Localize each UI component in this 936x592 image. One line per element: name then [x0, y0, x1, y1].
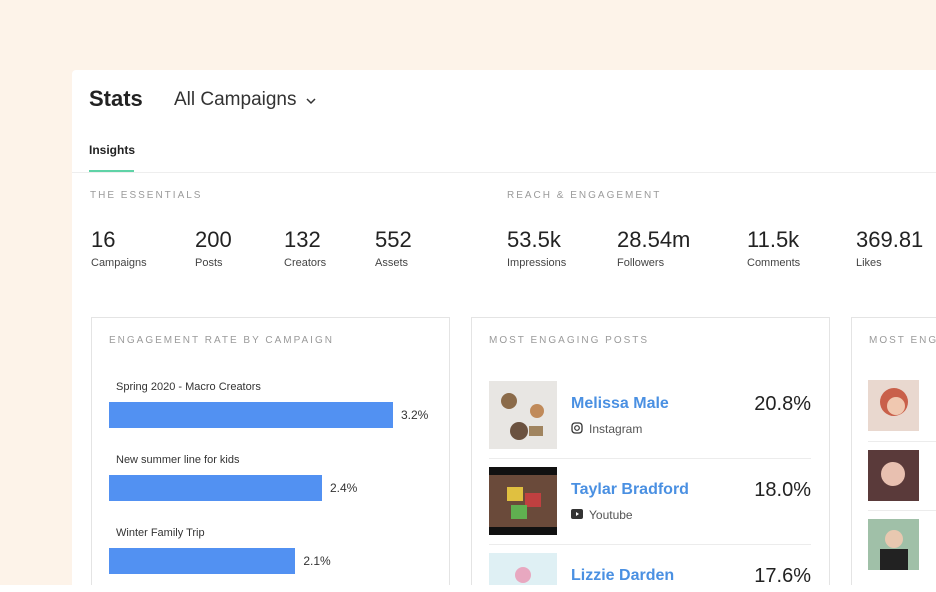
bar-label: Winter Family Trip: [116, 527, 205, 539]
platform: Instagram: [589, 422, 643, 436]
stat-label: Comments: [747, 257, 801, 269]
avatar: [868, 450, 919, 501]
bar-label: New summer line for kids: [116, 454, 240, 466]
campaign-filter[interactable]: All Campaigns: [174, 89, 297, 110]
post-thumbnail: [489, 467, 557, 535]
stat-label: Assets: [375, 257, 409, 269]
stat-value: 552: [375, 227, 412, 252]
bar: [109, 402, 393, 428]
divider: [868, 441, 936, 442]
stat-value: 132: [284, 227, 321, 252]
platform: Youtube: [589, 508, 633, 522]
bar-value-label: 2.1%: [303, 554, 331, 568]
stat-value: 28.54m: [617, 227, 691, 252]
chevron-icon[interactable]: [305, 96, 317, 106]
bottom-strip: [0, 585, 936, 592]
stat-label: Impressions: [507, 257, 567, 269]
stat-label: Posts: [195, 257, 223, 269]
panel-title: ENGAGEMENT RATE BY CAMPAIGN: [109, 335, 334, 346]
instagram-icon: [571, 422, 583, 434]
post-thumbnail: [489, 381, 557, 449]
tab[interactable]: Insights: [89, 143, 136, 157]
bar-label: Spring 2020 - Macro Creators: [116, 381, 261, 393]
creator-name[interactable]: Lizzie Darden: [571, 567, 675, 584]
chart-panel: [91, 317, 450, 592]
stat-value: 53.5k: [507, 227, 561, 252]
divider: [868, 510, 936, 511]
stat-value: 11.5k: [747, 227, 800, 252]
youtube-icon: [571, 509, 583, 519]
avatar: [868, 519, 919, 570]
tab-underline: [89, 170, 134, 172]
stat-label: Creators: [284, 257, 327, 269]
bar-value-label: 3.2%: [401, 408, 429, 422]
bar: [109, 548, 296, 574]
panel-title: MOST ENGAGING POSTS: [489, 335, 650, 346]
stat-label: Campaigns: [91, 257, 147, 269]
panel-title: MOST ENGA: [869, 335, 936, 346]
divider: [72, 172, 936, 173]
stat-value: 16: [91, 227, 116, 252]
engagement-rate: 17.6%: [754, 565, 811, 587]
posts-panel: [471, 317, 830, 592]
creator-name[interactable]: Melissa Male: [571, 395, 669, 412]
divider: [489, 544, 811, 545]
creator-name[interactable]: Taylar Bradford: [571, 481, 689, 498]
stat-value: 200: [195, 227, 232, 252]
section-title: THE ESSENTIALS: [90, 190, 203, 201]
page-title: Stats: [89, 86, 143, 111]
divider: [489, 458, 811, 459]
stat-value: 369.81: [856, 227, 924, 252]
bar: [109, 475, 322, 501]
bar-value-label: 2.4%: [330, 481, 358, 495]
stat-label: Followers: [617, 257, 665, 269]
avatar: [868, 380, 919, 431]
engagement-rate: 18.0%: [754, 479, 811, 501]
engagement-rate: 20.8%: [754, 393, 811, 415]
stat-label: Likes: [856, 257, 882, 269]
section-title: REACH & ENGAGEMENT: [507, 190, 662, 201]
